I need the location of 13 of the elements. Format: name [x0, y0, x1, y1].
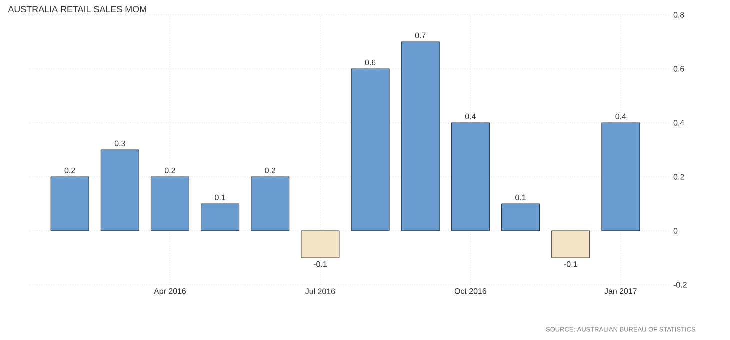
bar — [351, 68, 390, 232]
bar — [251, 176, 290, 232]
chart-title: AUSTRALIA RETAIL SALES MOM — [8, 6, 146, 13]
bar — [301, 230, 340, 258]
bar — [100, 150, 140, 232]
bar — [50, 176, 90, 232]
bar — [552, 230, 590, 258]
bar — [451, 122, 490, 232]
bar — [151, 176, 190, 232]
bar — [201, 204, 240, 232]
bar — [502, 204, 540, 232]
bar — [602, 122, 640, 232]
bar — [401, 42, 440, 232]
